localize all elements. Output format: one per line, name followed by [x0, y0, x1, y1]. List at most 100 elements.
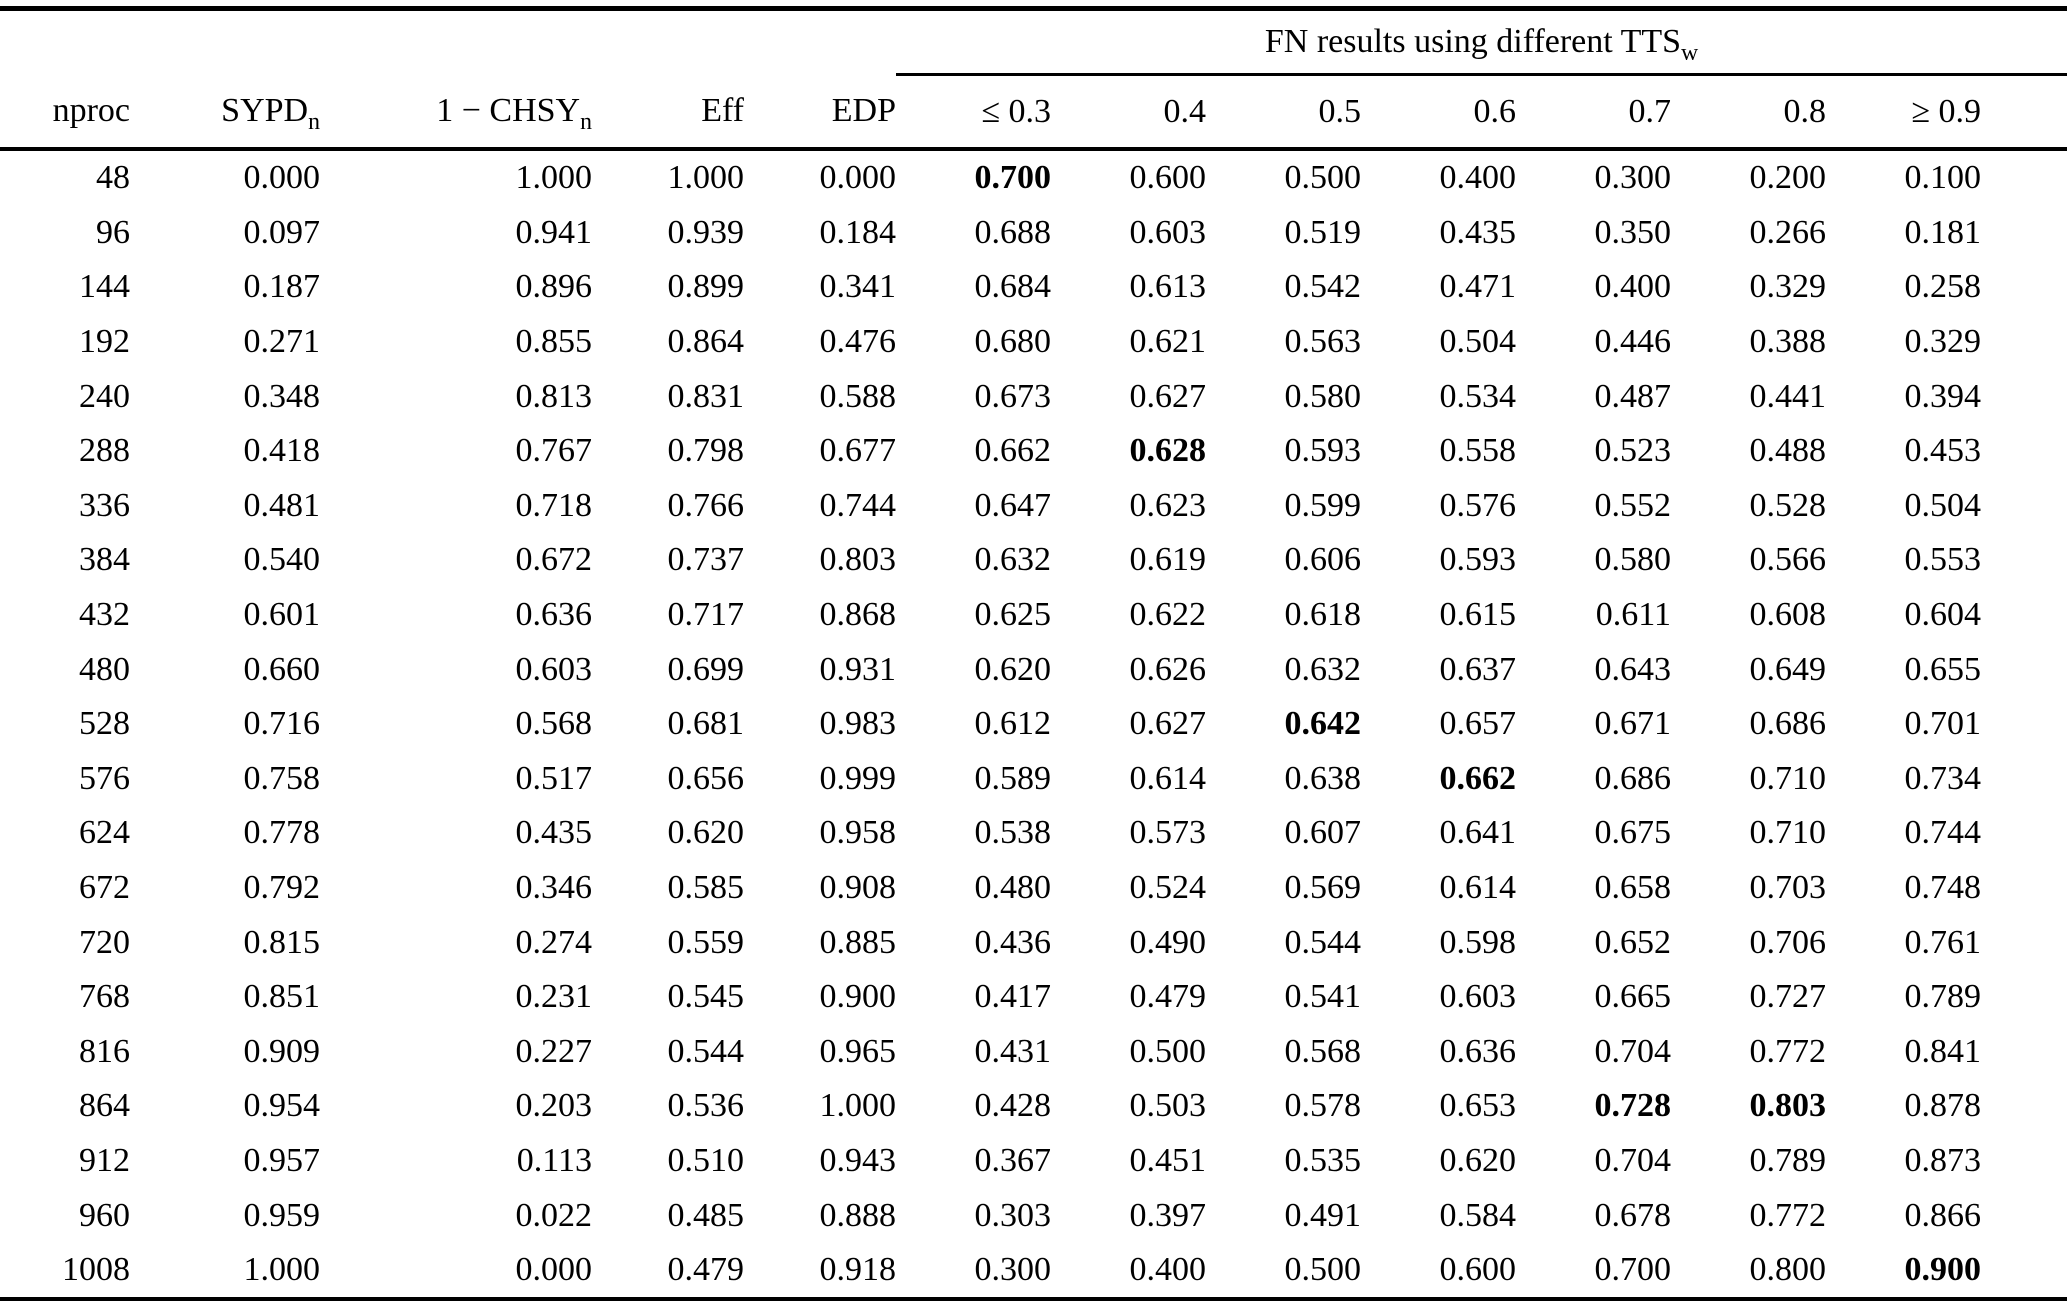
value-cell: 0.767 — [515, 432, 593, 470]
value-cell: 0.566 — [1749, 541, 1827, 579]
value-cell: 0.563 — [1284, 323, 1362, 361]
value-cell: 0.671 — [1594, 705, 1672, 743]
value-cell: 0.488 — [1749, 432, 1827, 470]
table-row: 144 0.187 0.896 0.899 0.341 0.684 0.613 0.542 0.… — [0, 260, 2067, 315]
value-cell: 0.348 — [243, 377, 321, 415]
value-cell: 0.479 — [1129, 978, 1207, 1016]
value-cell: 0.628 — [1129, 432, 1207, 470]
value-cell: 0.943 — [819, 1141, 897, 1179]
value-cell: 0.657 — [1439, 705, 1517, 743]
value-cell: 0.607 — [1284, 814, 1362, 852]
value-cell: 0.418 — [243, 432, 321, 470]
filler-cell — [1981, 315, 2067, 370]
value-cell: 0.658 — [1594, 869, 1672, 907]
value-cell: 0.510 — [667, 1141, 745, 1179]
value-cell: 0.673 — [974, 377, 1052, 415]
column-header: 0.7 — [1516, 74, 1671, 151]
filler-cell — [1981, 1134, 2067, 1189]
filler-cell — [1981, 970, 2067, 1025]
value-cell: 0.772 — [1749, 1196, 1827, 1234]
value-cell: 0.599 — [1284, 486, 1362, 524]
value-cell: 0.435 — [1439, 213, 1517, 251]
value-cell: 0.541 — [1284, 978, 1362, 1016]
value-cell: 0.611 — [1595, 596, 1671, 634]
value-cell: 0.600 — [1439, 1251, 1517, 1289]
value-cell: 0.866 — [1904, 1196, 1982, 1234]
filler-cell — [1981, 1188, 2067, 1243]
value-cell: 0.885 — [819, 923, 897, 961]
value-cell: 0.523 — [1594, 432, 1672, 470]
value-cell: 0.346 — [515, 869, 593, 907]
value-cell: 0.528 — [1749, 486, 1827, 524]
value-cell: 0.627 — [1129, 377, 1207, 415]
filler-cell — [1981, 752, 2067, 807]
table-row: 576 0.758 0.517 0.656 0.999 0.589 0.614 0.638 0.… — [0, 752, 2067, 807]
column-header: EDP — [744, 74, 896, 151]
value-cell: 0.660 — [243, 650, 321, 688]
value-cell: 0.227 — [515, 1032, 593, 1070]
value-cell: 0.187 — [243, 268, 321, 306]
nproc-cell: 48 — [96, 159, 130, 197]
value-cell: 0.428 — [974, 1087, 1052, 1125]
column-header: 0.5 — [1206, 74, 1361, 151]
filler-cell — [1981, 642, 2067, 697]
table-row: 384 0.540 0.672 0.737 0.803 0.632 0.619 0.606 0.… — [0, 533, 2067, 588]
value-cell: 0.000 — [243, 159, 321, 197]
value-cell: 0.435 — [515, 814, 593, 852]
value-cell: 0.625 — [974, 596, 1052, 634]
value-cell: 0.400 — [1439, 159, 1517, 197]
value-cell: 0.632 — [974, 541, 1052, 579]
table-row: 624 0.778 0.435 0.620 0.958 0.538 0.573 0.607 0.… — [0, 806, 2067, 861]
value-cell: 0.704 — [1594, 1141, 1672, 1179]
value-cell: 0.231 — [515, 978, 593, 1016]
filler-cell — [1981, 533, 2067, 588]
table-body: 48 0.000 1.000 1.000 0.000 0.700 0.600 0.500 0.4… — [0, 149, 2067, 1299]
value-cell: 0.851 — [243, 978, 321, 1016]
value-cell: 0.620 — [974, 650, 1052, 688]
value-cell: 0.490 — [1129, 923, 1207, 961]
value-cell: 0.618 — [1284, 596, 1362, 634]
table-row: 672 0.792 0.346 0.585 0.908 0.480 0.524 0.569 0.… — [0, 861, 2067, 916]
value-cell: 0.612 — [974, 705, 1052, 743]
value-cell: 0.534 — [1439, 377, 1517, 415]
column-header-row: nproc SYPDn 1 − CHSYn Eff EDP ≤ 0.3 0.4 0.5 0.6 0… — [0, 74, 2067, 151]
value-cell: 0.184 — [819, 213, 897, 251]
value-cell: 0.485 — [667, 1196, 745, 1234]
table-row: 432 0.601 0.636 0.717 0.868 0.625 0.622 0.618 0.… — [0, 588, 2067, 643]
filler-cell — [1981, 915, 2067, 970]
nproc-cell: 816 — [79, 1032, 130, 1070]
table-header: FN results using different TTSw nproc SYP… — [0, 8, 2067, 151]
value-cell: 0.647 — [974, 486, 1052, 524]
value-cell: 0.400 — [1594, 268, 1672, 306]
value-cell: 0.544 — [1284, 923, 1362, 961]
value-cell: 0.181 — [1904, 213, 1982, 251]
value-cell: 0.600 — [1129, 159, 1207, 197]
value-cell: 0.954 — [243, 1087, 321, 1125]
value-cell: 0.417 — [974, 978, 1052, 1016]
nproc-cell: 576 — [79, 759, 130, 797]
value-cell: 0.888 — [819, 1196, 897, 1234]
value-cell: 0.113 — [516, 1141, 592, 1179]
table-row: 48 0.000 1.000 1.000 0.000 0.700 0.600 0.500 0.4… — [0, 149, 2067, 206]
value-cell: 0.662 — [974, 432, 1052, 470]
value-cell: 0.491 — [1284, 1196, 1362, 1234]
value-cell: 0.535 — [1284, 1141, 1362, 1179]
value-cell: 0.701 — [1904, 705, 1982, 743]
nproc-cell: 672 — [79, 869, 130, 907]
value-cell: 0.675 — [1594, 814, 1672, 852]
table-row: 288 0.418 0.767 0.798 0.677 0.662 0.628 0.593 0.… — [0, 424, 2067, 479]
fn-span-label: FN results using different TTS — [1264, 23, 1682, 60]
value-cell: 0.598 — [1439, 923, 1517, 961]
value-cell: 0.706 — [1749, 923, 1827, 961]
value-cell: 0.864 — [667, 323, 745, 361]
nproc-cell: 144 — [79, 268, 130, 306]
value-cell: 0.266 — [1749, 213, 1827, 251]
value-cell: 0.446 — [1594, 323, 1672, 361]
value-cell: 1.000 — [667, 159, 745, 197]
value-cell: 0.958 — [819, 814, 897, 852]
filler-cell — [1981, 1025, 2067, 1080]
value-cell: 0.100 — [1904, 159, 1982, 197]
filler-cell — [1981, 1243, 2067, 1300]
fn-span-subscript: w — [1681, 39, 1699, 66]
